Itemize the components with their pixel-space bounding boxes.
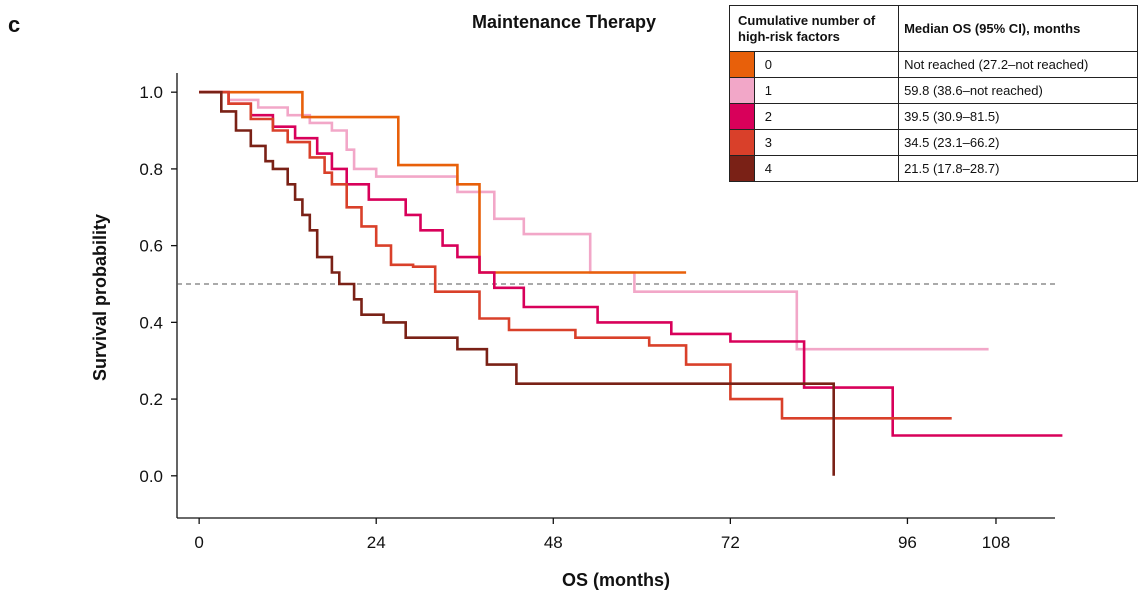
legend-group-label: 2 [753, 103, 900, 130]
survival-curve-group-0 [199, 90, 687, 274]
legend-row: 0 Not reached (27.2–not reached) [729, 51, 1138, 78]
legend-body: 0 Not reached (27.2–not reached) 1 59.8 (38… [729, 51, 1138, 182]
x-tick-label: 96 [898, 533, 917, 552]
x-tick-label: 24 [367, 533, 386, 552]
survival-curve-group-3 [199, 90, 952, 420]
legend-swatch [729, 77, 755, 104]
x-tick-label: 108 [982, 533, 1010, 552]
legend-swatch [729, 129, 755, 156]
legend-swatch [729, 51, 755, 78]
y-tick-label: 1.0 [139, 83, 163, 102]
y-tick-label: 0.2 [139, 390, 163, 409]
legend-median-value: 21.5 (17.8–28.7) [898, 155, 1138, 182]
y-tick-label: 0.4 [139, 313, 163, 332]
legend-swatch [729, 155, 755, 182]
legend-header-median: Median OS (95% CI), months [898, 5, 1138, 52]
legend-table: Cumulative number of high-risk factors M… [728, 5, 1138, 182]
y-tick-label: 0.6 [139, 237, 163, 256]
legend-row: 4 21.5 (17.8–28.7) [729, 155, 1138, 182]
x-axis-label: OS (months) [562, 570, 670, 590]
legend-median-value: Not reached (27.2–not reached) [898, 51, 1138, 78]
chart-title: Maintenance Therapy [472, 12, 657, 32]
legend-row: 3 34.5 (23.1–66.2) [729, 129, 1138, 156]
legend-group-label: 4 [753, 155, 900, 182]
y-tick-label: 0.0 [139, 467, 163, 486]
legend-group-label: 0 [753, 51, 900, 78]
y-axis-label: Survival probability [90, 214, 110, 381]
survival-curve-group-4 [199, 90, 836, 476]
x-tick-label: 48 [544, 533, 563, 552]
legend-group-label: 3 [753, 129, 900, 156]
legend-median-value: 34.5 (23.1–66.2) [898, 129, 1138, 156]
legend-swatch [729, 103, 755, 130]
legend-header-group: Cumulative number of high-risk factors [728, 5, 900, 52]
panel-label: c [8, 12, 21, 37]
legend-median-value: 59.8 (38.6–not reached) [898, 77, 1138, 104]
legend-row: 1 59.8 (38.6–not reached) [729, 77, 1138, 104]
survival-curve-group-2 [199, 90, 1063, 437]
legend-header-row: Cumulative number of high-risk factors M… [728, 5, 1138, 52]
legend-group-label: 1 [753, 77, 900, 104]
x-tick-label: 0 [194, 533, 203, 552]
x-tick-label: 72 [721, 533, 740, 552]
legend-median-value: 39.5 (30.9–81.5) [898, 103, 1138, 130]
y-tick-label: 0.8 [139, 160, 163, 179]
legend-row: 2 39.5 (30.9–81.5) [729, 103, 1138, 130]
